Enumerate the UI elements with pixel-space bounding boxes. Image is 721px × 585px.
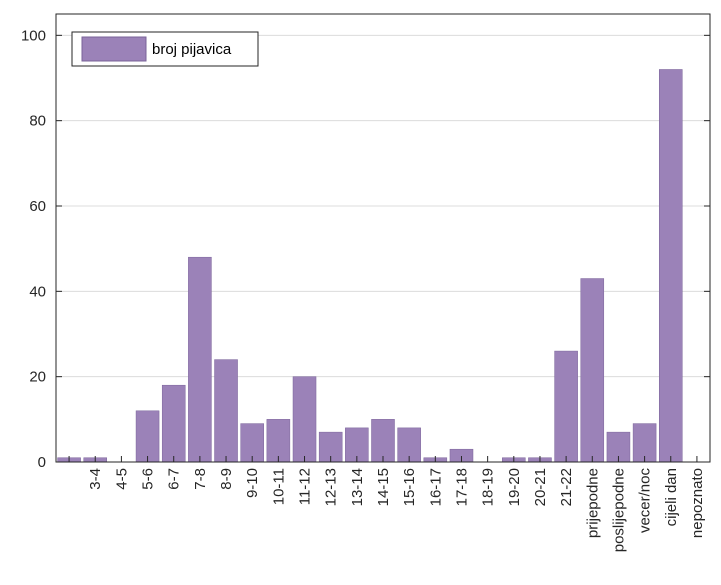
x-tick-label: 17-18 <box>453 468 470 506</box>
x-tick-label: 18-19 <box>480 468 497 506</box>
x-tick-label: 4-5 <box>113 468 130 490</box>
bar <box>371 419 395 463</box>
x-tick-label: 16-17 <box>427 468 444 506</box>
x-tick-label: 5-6 <box>140 468 157 490</box>
y-tick-label: 100 <box>21 27 46 44</box>
y-tick-label: 60 <box>29 198 46 215</box>
bar <box>580 278 605 463</box>
bar <box>266 419 291 463</box>
bar <box>554 350 578 463</box>
x-tick-label: nepoznato <box>689 468 706 538</box>
legend: broj pijavica <box>71 31 259 67</box>
x-tick-label: 21-22 <box>558 468 575 506</box>
x-tick-label: 14-15 <box>375 468 392 506</box>
grid-lines <box>56 34 710 378</box>
axes-box <box>55 13 711 463</box>
x-tick-label: cijeli dan <box>663 468 680 526</box>
x-tick-label: 9-10 <box>244 468 261 498</box>
x-tick-label: 8-9 <box>218 468 235 490</box>
legend-swatch <box>81 36 147 62</box>
x-tick-label: 19-20 <box>506 468 523 506</box>
x-tick-label: 13-14 <box>349 468 366 506</box>
x-axis: 3-4 4-5 5-6 6-7 7-8 8-9 9-10 10-11 11-12 12-13 13-… <box>68 456 706 552</box>
x-tick-label: 7-8 <box>192 468 209 490</box>
x-tick-label: 20-21 <box>532 468 549 506</box>
bar <box>135 410 160 463</box>
y-axis: 0 20 40 60 80 100 <box>21 27 710 471</box>
y-tick-label: 40 <box>29 283 46 300</box>
x-tick-label: 10-11 <box>270 468 287 505</box>
x-tick-label: 6-7 <box>166 468 183 490</box>
y-tick-label: 80 <box>29 113 46 130</box>
y-tick-label: 0 <box>38 454 46 471</box>
bar <box>214 359 238 463</box>
bar <box>292 376 317 463</box>
bar <box>188 256 212 463</box>
x-tick-label: 15-16 <box>401 468 418 506</box>
y-tick-label: 20 <box>29 369 46 386</box>
legend-label: broj pijavica <box>152 41 232 58</box>
x-tick-label: 12-13 <box>323 468 340 506</box>
bar <box>658 69 683 463</box>
x-tick-label: 3-4 <box>87 468 104 490</box>
x-tick-label: 11-12 <box>297 468 314 505</box>
bar <box>161 384 186 463</box>
x-tick-label: vecer/noc <box>637 468 654 534</box>
x-tick-label: prijepodne <box>584 468 601 538</box>
x-tick-label: poslijepodne <box>610 468 627 552</box>
bars <box>57 69 683 463</box>
